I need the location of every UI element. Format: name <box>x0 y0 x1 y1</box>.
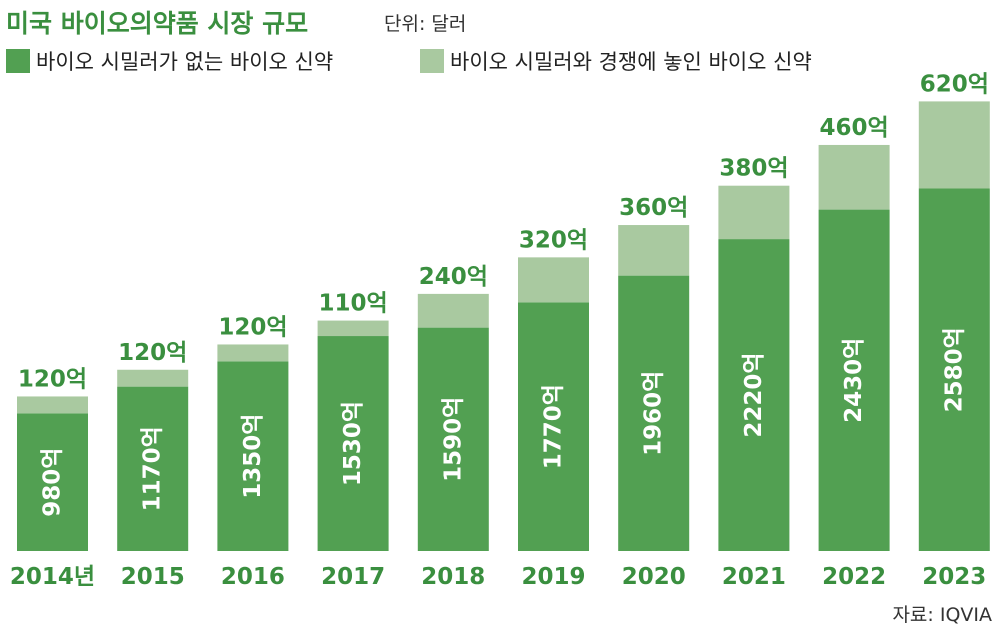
bar-biosimilar-competition <box>618 225 690 276</box>
data-label-no-biosimilar: 2580억 <box>941 327 967 412</box>
data-label-no-biosimilar: 2430억 <box>841 338 867 423</box>
bar-biosimilar-competition <box>918 101 990 189</box>
bar-no-biosimilar <box>918 188 990 551</box>
unit-label: 단위: 달러 <box>384 13 467 35</box>
data-label-biosimilar-competition: 120억 <box>18 366 87 392</box>
data-label-biosimilar-competition: 360억 <box>619 195 688 221</box>
bar-biosimilar-competition <box>317 320 389 337</box>
x-tick-label: 2015 <box>121 564 185 590</box>
bar-biosimilar-competition <box>818 144 890 210</box>
bar-biosimilar-competition <box>518 257 589 303</box>
bar-no-biosimilar <box>17 413 88 551</box>
x-tick-label: 2022 <box>822 564 886 590</box>
data-label-biosimilar-competition: 120억 <box>218 314 287 340</box>
data-label-biosimilar-competition: 380억 <box>719 156 788 182</box>
data-label-no-biosimilar: 1770억 <box>541 384 567 469</box>
bar-no-biosimilar <box>818 209 890 551</box>
bar-biosimilar-competition <box>718 185 790 240</box>
bar-no-biosimilar <box>417 327 489 551</box>
x-tick-label: 2017 <box>321 564 385 590</box>
x-tick-label: 2014년 <box>10 564 95 590</box>
x-tick-label: 2016 <box>221 564 285 590</box>
legend-label-no-biosimilar: 바이오 시밀러가 없는 바이오 신약 <box>36 50 334 74</box>
legend-swatch-light <box>420 49 444 73</box>
data-label-biosimilar-competition: 120억 <box>118 340 187 366</box>
chart-header: 미국 바이오의약품 시장 규모 단위: 달러 바이오 시밀러가 없는 바이오 신… <box>0 0 1004 110</box>
legend-label-biosimilar-competition: 바이오 시밀러와 경쟁에 놓인 바이오 신약 <box>450 50 812 74</box>
bar-biosimilar-competition <box>417 293 489 328</box>
data-label-no-biosimilar: 1170억 <box>140 426 166 511</box>
data-label-biosimilar-competition: 110억 <box>319 291 388 317</box>
x-tick-label: 2019 <box>521 564 585 590</box>
data-label-biosimilar-competition: 240억 <box>419 264 488 290</box>
data-label-no-biosimilar: 1350억 <box>240 414 266 499</box>
x-tick-label: 2021 <box>722 564 786 590</box>
bar-biosimilar-competition <box>117 369 189 387</box>
chart-title: 미국 바이오의약품 시장 규모 <box>6 9 309 38</box>
data-label-biosimilar-competition: 460억 <box>820 115 889 141</box>
bar-biosimilar-competition <box>17 396 88 414</box>
bar-biosimilar-competition <box>217 344 289 362</box>
x-tick-label: 2020 <box>622 564 686 590</box>
bar-no-biosimilar <box>518 302 589 551</box>
bar-no-biosimilar <box>718 239 790 551</box>
x-tick-label: 2023 <box>922 564 986 590</box>
bar-no-biosimilar <box>618 275 690 551</box>
bar-no-biosimilar <box>217 361 289 551</box>
data-label-biosimilar-competition: 620억 <box>920 71 989 97</box>
source-note: 자료: IQVIA <box>892 604 992 626</box>
data-label-no-biosimilar: 1590억 <box>440 397 466 482</box>
legend-swatch-dark <box>6 49 30 73</box>
bar-no-biosimilar <box>317 336 389 551</box>
legend-item-no-biosimilar: 바이오 시밀러가 없는 바이오 신약 <box>6 46 333 76</box>
data-label-no-biosimilar: 1530억 <box>340 401 366 486</box>
data-label-no-biosimilar: 980억 <box>40 448 66 517</box>
x-tick-label: 2018 <box>421 564 485 590</box>
legend-item-biosimilar-competition: 바이오 시밀러와 경쟁에 놓인 바이오 신약 <box>420 46 812 76</box>
data-label-no-biosimilar: 1960억 <box>641 371 667 456</box>
bar-no-biosimilar <box>117 386 189 551</box>
data-label-biosimilar-competition: 320억 <box>519 227 588 253</box>
data-label-no-biosimilar: 2220억 <box>741 352 767 437</box>
